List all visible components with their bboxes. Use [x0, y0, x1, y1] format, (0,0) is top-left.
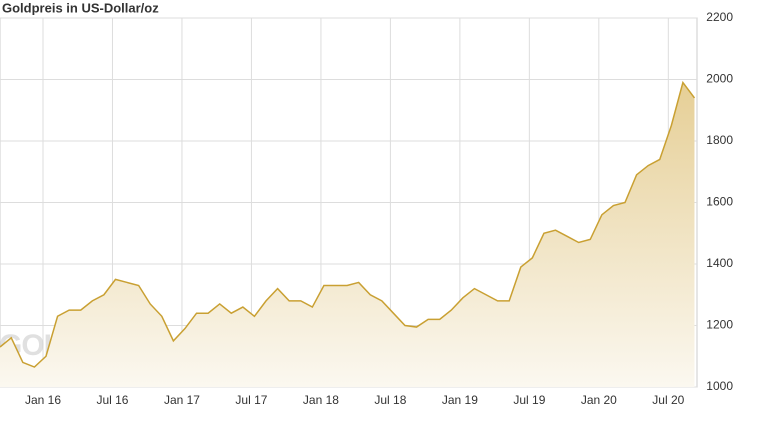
x-tick-label: Jan 16	[25, 393, 61, 407]
x-tick-label: Jul 20	[652, 393, 684, 407]
y-tick-label: 2200	[706, 10, 733, 24]
y-tick-label: 2000	[706, 72, 733, 86]
x-tick-label: Jul 17	[235, 393, 267, 407]
line	[0, 80, 696, 368]
y-tick-label: 1800	[706, 133, 733, 147]
x-tick-label: Jan 18	[303, 393, 339, 407]
y-tick-label: 1000	[706, 379, 733, 393]
x-tick-label: Jul 19	[513, 393, 545, 407]
y-tick-label: 1400	[706, 256, 733, 270]
x-tick-label: Jan 17	[164, 393, 200, 407]
x-tick-label: Jul 18	[374, 393, 406, 407]
x-tick-label: Jan 20	[581, 393, 617, 407]
x-tick-label: Jan 19	[442, 393, 478, 407]
chart-title: Goldpreis in US-Dollar/oz	[2, 0, 159, 15]
area	[0, 82, 695, 387]
y-tick-label: 1600	[706, 195, 733, 209]
y-tick-label: 1200	[706, 318, 733, 332]
x-tick-label: Jul 16	[96, 393, 128, 407]
